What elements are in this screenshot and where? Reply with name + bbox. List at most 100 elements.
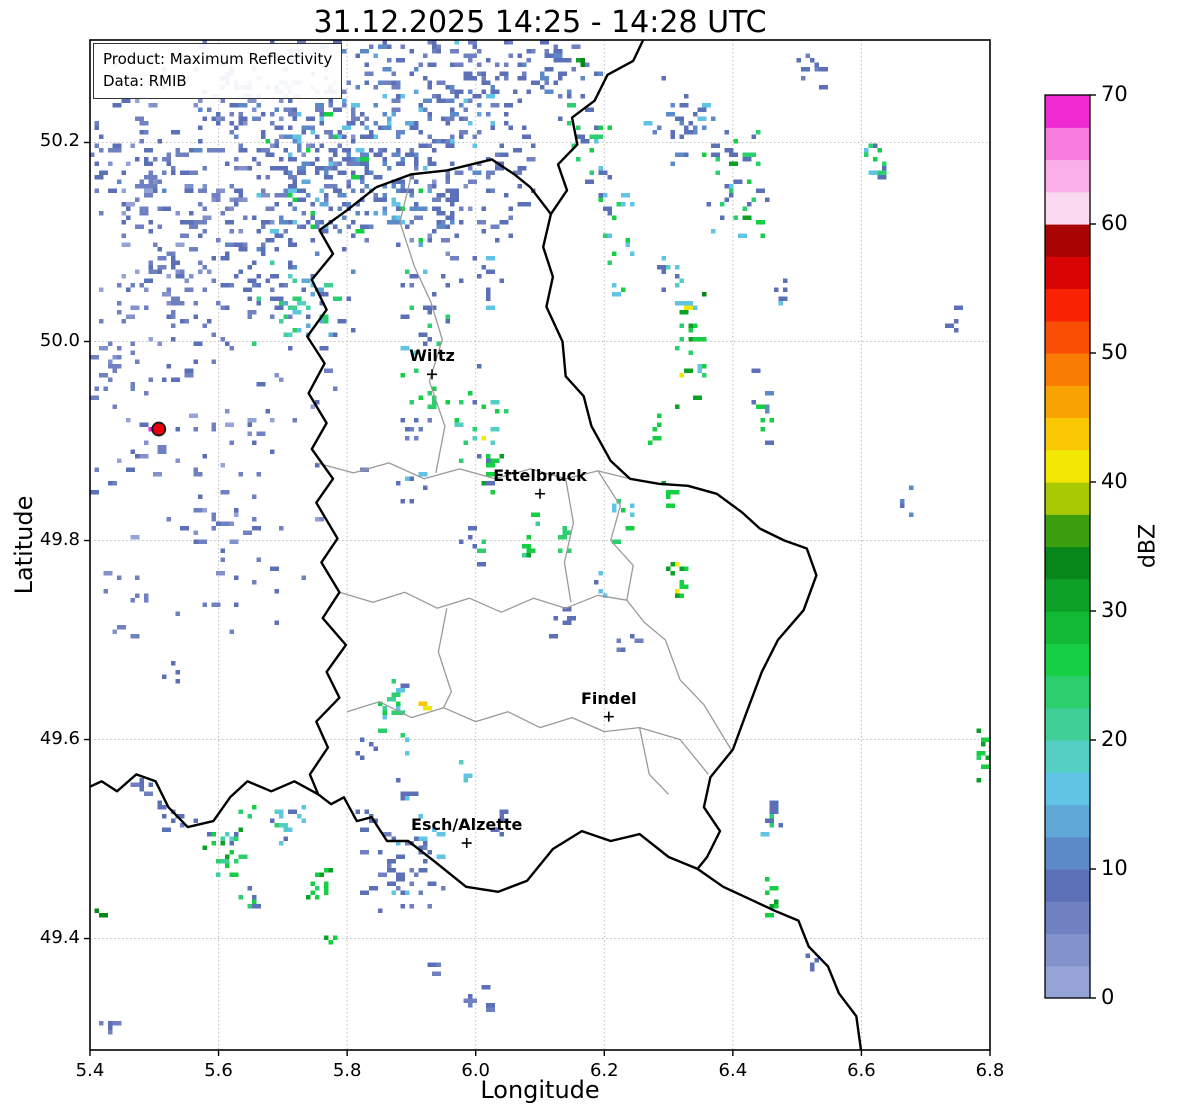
- echo-cell: [135, 593, 140, 598]
- colorbar-band: [1045, 288, 1090, 322]
- echo-cell: [454, 170, 464, 175]
- echo-cell: [396, 80, 401, 85]
- echo-cell: [697, 364, 702, 369]
- echo-cell: [387, 44, 392, 49]
- echo-cell: [463, 98, 468, 103]
- echo-cell: [175, 211, 180, 216]
- city-label: Findel: [580, 688, 637, 708]
- colorbar-band: [1045, 611, 1090, 644]
- echo-cell: [864, 148, 869, 153]
- echo-cell: [427, 404, 437, 409]
- echo-cell: [234, 508, 239, 513]
- echo-cell: [558, 94, 563, 99]
- echo-cell: [544, 49, 549, 54]
- echo-cell: [414, 215, 423, 220]
- echo-cell: [328, 332, 333, 337]
- echo-cell: [360, 152, 365, 157]
- echo-cell: [508, 53, 513, 58]
- echo-cell: [720, 215, 725, 220]
- echo-cell: [234, 602, 239, 607]
- echo-cell: [364, 809, 369, 814]
- echo-cell: [756, 188, 765, 193]
- echo-cell: [382, 40, 387, 45]
- echo-cell: [108, 1030, 113, 1035]
- echo-cell: [418, 188, 423, 193]
- echo-cell: [697, 107, 707, 112]
- echo-cell: [454, 422, 464, 427]
- echo-cell: [238, 809, 243, 814]
- echo-cell: [144, 593, 149, 598]
- echo-cell: [684, 301, 693, 306]
- echo-cell: [400, 94, 405, 99]
- echo-cell: [283, 836, 288, 841]
- echo-cell: [486, 305, 495, 310]
- echo-cell: [274, 589, 279, 594]
- echo-cell: [310, 292, 315, 297]
- echo-cell: [589, 134, 594, 139]
- echo-cell: [202, 323, 207, 328]
- echo-cell: [720, 202, 725, 207]
- echo-cell: [184, 220, 194, 225]
- echo-cell: [202, 602, 207, 607]
- echo-cell: [414, 121, 419, 126]
- echo-cell: [310, 215, 315, 220]
- echo-cell: [333, 152, 338, 157]
- echo-cell: [387, 881, 392, 886]
- echo-cell: [319, 103, 324, 108]
- echo-cell: [765, 391, 774, 396]
- echo-cell: [364, 116, 369, 121]
- echo-cell: [112, 1021, 122, 1026]
- echo-cell: [360, 179, 365, 184]
- echo-cell: [409, 220, 414, 225]
- echo-cell: [234, 125, 239, 130]
- city-marker: [427, 369, 437, 380]
- x-tick-label: 6.8: [975, 1060, 1005, 1081]
- echo-cell: [450, 211, 455, 216]
- echo-cell: [765, 409, 770, 414]
- echo-cell: [202, 215, 212, 220]
- echo-cell: [387, 121, 392, 126]
- echo-cell: [162, 265, 167, 270]
- echo-cell: [769, 805, 779, 810]
- echo-cell: [243, 215, 248, 220]
- echo-cell: [319, 314, 329, 319]
- echo-cell: [369, 130, 374, 135]
- echo-cell: [463, 184, 468, 189]
- echo-cell: [274, 809, 279, 814]
- echo-cell: [274, 373, 279, 378]
- echo-cell: [153, 472, 162, 477]
- echo-cell: [270, 418, 275, 423]
- echo-cell: [220, 557, 225, 562]
- echo-cell: [909, 485, 914, 490]
- echo-cell: [297, 40, 306, 45]
- echo-cell: [508, 125, 513, 130]
- echo-cell: [432, 44, 437, 49]
- colorbar-band: [1045, 675, 1090, 709]
- echo-cell: [171, 251, 176, 256]
- echo-cell: [94, 188, 99, 193]
- echo-cell: [220, 836, 225, 841]
- echo-cell: [706, 202, 711, 207]
- echo-cell: [756, 404, 765, 409]
- echo-cell: [607, 211, 612, 216]
- echo-cell: [256, 274, 261, 279]
- echo-cell: [432, 400, 437, 405]
- echo-cell: [247, 314, 252, 319]
- echo-cell: [369, 44, 374, 49]
- echo-cell: [157, 805, 167, 810]
- colorbar-band: [1045, 772, 1090, 806]
- echo-cell: [355, 229, 365, 234]
- echo-cell: [328, 148, 338, 153]
- echo-cell: [193, 148, 203, 153]
- echo-cell: [342, 193, 347, 198]
- echo-cell: [297, 224, 302, 229]
- echo-cell: [328, 161, 333, 166]
- echo-cell: [360, 175, 365, 180]
- echo-cell: [139, 211, 149, 216]
- echo-cell: [427, 337, 432, 342]
- echo-cell: [702, 373, 707, 378]
- colorbar-band: [1045, 449, 1090, 483]
- echo-cell: [396, 58, 405, 63]
- echo-cell: [688, 350, 693, 355]
- echo-cell: [436, 80, 446, 85]
